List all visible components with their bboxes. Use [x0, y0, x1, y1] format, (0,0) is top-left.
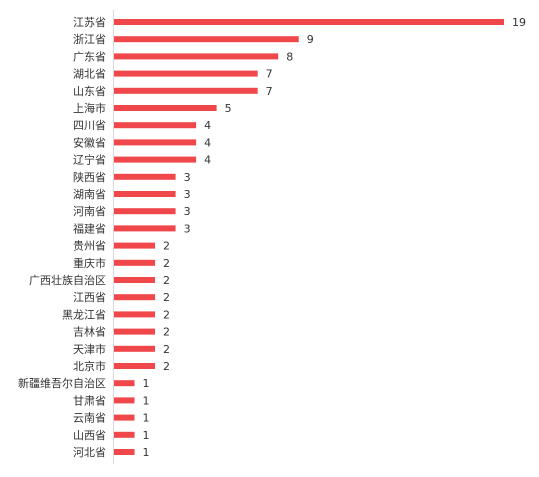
bar	[114, 380, 135, 387]
bar	[114, 259, 156, 266]
value-label: 3	[184, 222, 191, 235]
category-label: 江西省	[73, 291, 106, 304]
value-label: 19	[512, 16, 526, 29]
category-label: 甘肃省	[73, 394, 106, 407]
value-label: 1	[143, 394, 150, 407]
bar	[114, 87, 258, 94]
bar	[114, 242, 156, 249]
bar	[114, 431, 135, 438]
category-label: 黑龙江省	[62, 308, 106, 321]
value-label: 2	[163, 240, 170, 253]
bar	[114, 449, 135, 455]
value-label: 5	[225, 102, 232, 115]
bar	[114, 414, 135, 421]
value-label: 2	[163, 291, 170, 304]
category-label: 山西省	[73, 429, 106, 442]
bar	[114, 19, 504, 25]
bar	[114, 277, 156, 283]
value-label: 1	[143, 377, 150, 390]
category-label: 贵州省	[73, 240, 106, 253]
value-label: 7	[266, 85, 273, 98]
bar	[114, 225, 176, 232]
bar	[114, 139, 197, 146]
category-label: 辽宁省	[73, 153, 106, 167]
value-label: 1	[143, 446, 150, 459]
category-label: 广东省	[73, 50, 106, 63]
bar	[114, 36, 299, 43]
value-label: 4	[204, 154, 211, 167]
category-label: 湖南省	[73, 188, 106, 201]
bar	[114, 208, 176, 215]
category-label: 山东省	[73, 85, 106, 98]
category-label: 陕西省	[73, 170, 106, 184]
value-label: 2	[163, 274, 170, 287]
bar	[114, 345, 156, 352]
bar	[114, 70, 258, 77]
category-label: 河北省	[73, 446, 106, 459]
bars-group	[114, 19, 504, 455]
category-label: 安徽省	[73, 135, 106, 149]
category-label: 浙江省	[73, 33, 106, 46]
bar	[114, 105, 217, 111]
category-label: 广西壮族自治区	[29, 273, 106, 287]
category-label: 新疆维吾尔自治区	[18, 376, 106, 390]
category-label: 天津市	[73, 342, 106, 356]
value-label: 8	[286, 50, 293, 63]
bar	[114, 156, 197, 163]
value-label: 9	[307, 33, 314, 46]
value-label: 2	[163, 308, 170, 321]
bar	[114, 311, 156, 318]
category-label: 重庆市	[73, 256, 106, 270]
value-label: 3	[184, 171, 191, 184]
category-labels-group: 江苏省浙江省广东省湖北省山东省上海市四川省安徽省辽宁省陕西省湖南省河南省福建省贵…	[18, 16, 106, 459]
category-label: 湖北省	[73, 68, 106, 81]
category-label: 福建省	[73, 221, 106, 235]
bar	[114, 363, 156, 369]
category-label: 云南省	[73, 412, 106, 425]
category-label: 江苏省	[73, 16, 106, 29]
value-label: 2	[163, 360, 170, 373]
bar	[114, 328, 156, 335]
value-label: 4	[204, 136, 211, 149]
category-label: 四川省	[73, 119, 106, 132]
category-label: 河南省	[73, 205, 106, 218]
value-label: 4	[204, 119, 211, 132]
value-label: 7	[266, 68, 273, 81]
bar	[114, 191, 176, 197]
category-label: 上海市	[73, 101, 106, 115]
bar	[114, 173, 176, 180]
value-label: 1	[143, 412, 150, 425]
bar	[114, 53, 279, 60]
bar	[114, 294, 156, 301]
value-label: 1	[143, 429, 150, 442]
bar	[114, 122, 197, 129]
value-label: 3	[184, 188, 191, 201]
category-label: 北京市	[73, 359, 106, 373]
category-label: 吉林省	[73, 325, 106, 339]
value-label: 3	[184, 205, 191, 218]
bar	[114, 397, 135, 404]
value-label: 2	[163, 257, 170, 270]
value-label: 2	[163, 326, 170, 339]
value-label: 2	[163, 343, 170, 356]
